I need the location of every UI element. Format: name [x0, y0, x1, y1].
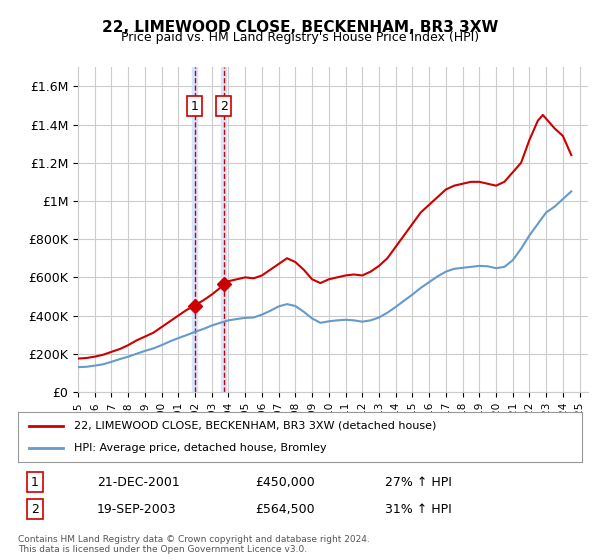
Text: 2: 2: [31, 503, 39, 516]
Text: 31% ↑ HPI: 31% ↑ HPI: [385, 503, 451, 516]
Text: 22, LIMEWOOD CLOSE, BECKENHAM, BR3 3XW: 22, LIMEWOOD CLOSE, BECKENHAM, BR3 3XW: [102, 20, 498, 35]
Text: 19-SEP-2003: 19-SEP-2003: [97, 503, 176, 516]
Text: £564,500: £564,500: [255, 503, 314, 516]
Text: Price paid vs. HM Land Registry's House Price Index (HPI): Price paid vs. HM Land Registry's House …: [121, 31, 479, 44]
Text: 1: 1: [31, 475, 39, 488]
Text: 2: 2: [220, 100, 228, 113]
Bar: [192, 67, 197, 392]
Bar: [221, 67, 226, 392]
Text: 22, LIMEWOOD CLOSE, BECKENHAM, BR3 3XW (detached house): 22, LIMEWOOD CLOSE, BECKENHAM, BR3 3XW (…: [74, 421, 437, 431]
Text: Contains HM Land Registry data © Crown copyright and database right 2024.
This d: Contains HM Land Registry data © Crown c…: [18, 535, 370, 554]
Text: 27% ↑ HPI: 27% ↑ HPI: [385, 475, 451, 488]
Text: £450,000: £450,000: [255, 475, 314, 488]
Text: 21-DEC-2001: 21-DEC-2001: [97, 475, 180, 488]
Text: 1: 1: [191, 100, 199, 113]
Text: HPI: Average price, detached house, Bromley: HPI: Average price, detached house, Brom…: [74, 443, 327, 453]
